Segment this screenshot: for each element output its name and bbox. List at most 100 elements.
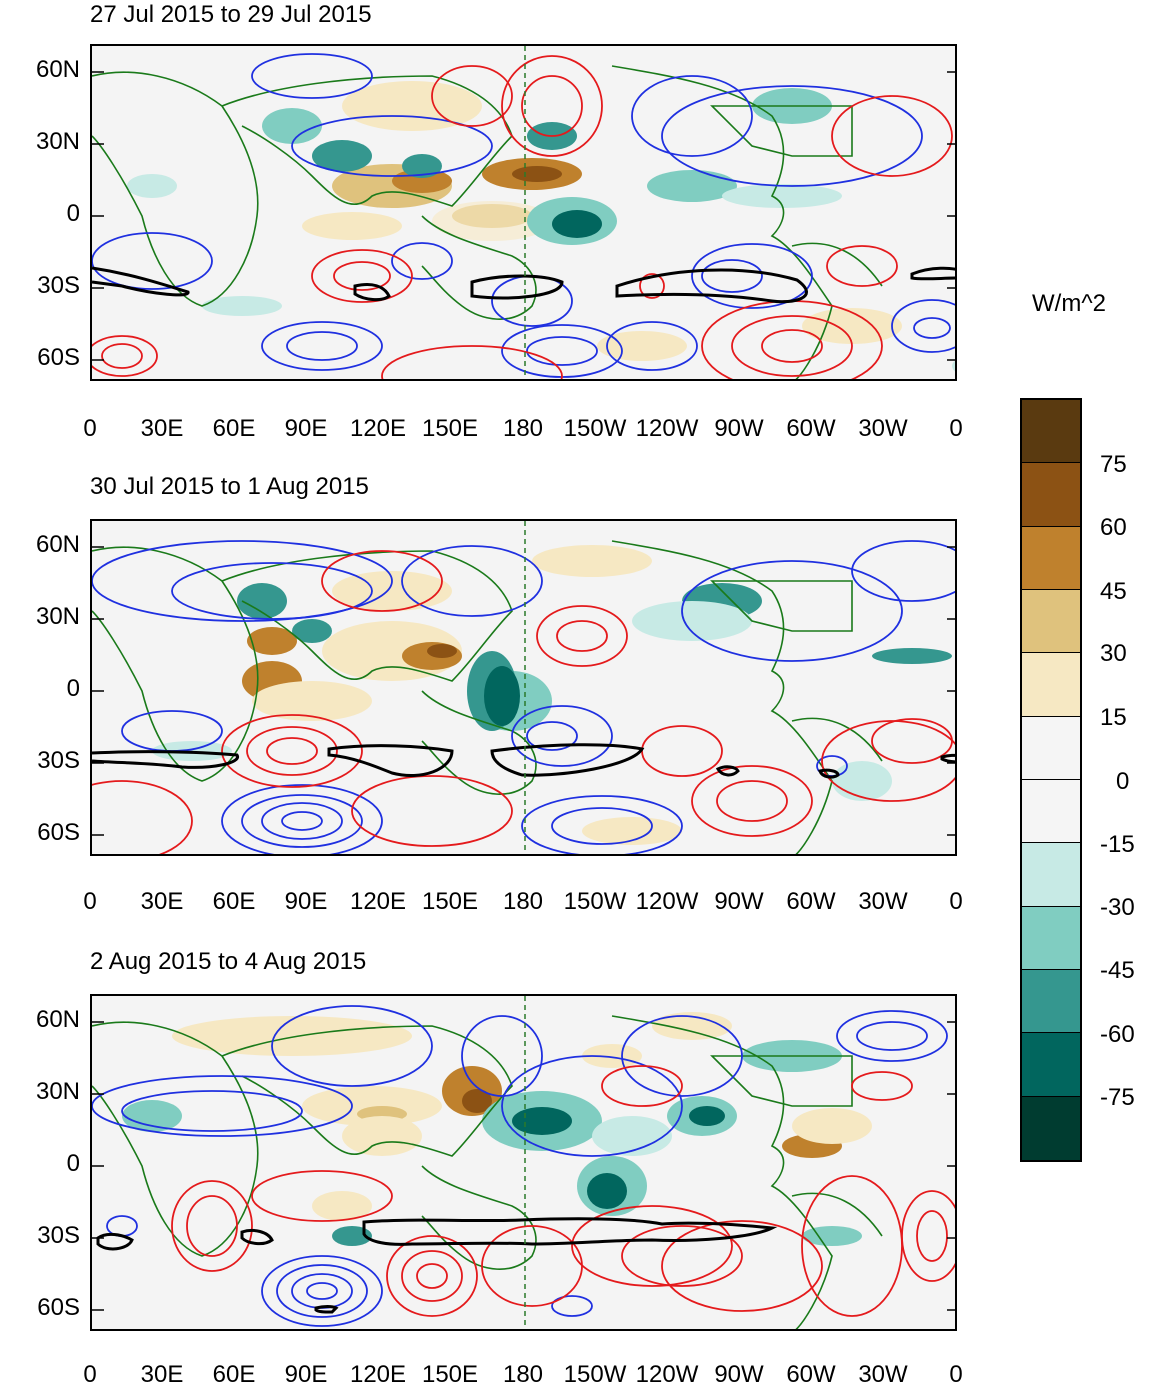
colorbar-label: -15 xyxy=(1100,831,1135,858)
panel-3-title: 2 Aug 2015 to 4 Aug 2015 xyxy=(90,948,367,975)
panel-2-xlabel: 120W xyxy=(635,888,699,915)
panel-1-xlabel: 120E xyxy=(349,415,407,442)
contours-zero xyxy=(96,1217,778,1314)
panel-1-xlabel: 30E xyxy=(140,415,184,442)
panel-3-xlabel: 60E xyxy=(212,1361,256,1388)
panel-3-xlabel: 30W xyxy=(858,1361,908,1388)
panel-1-xlabel: 90E xyxy=(284,415,328,442)
olr-shading xyxy=(122,1012,872,1246)
panel-2-xlabel: 180 xyxy=(502,888,544,915)
colorbar-label: 15 xyxy=(1100,704,1127,731)
colorbar-box xyxy=(1022,526,1080,590)
colorbar-label: -45 xyxy=(1100,957,1135,984)
tick-marks xyxy=(92,71,955,361)
panel-1-xlabel: 150W xyxy=(563,415,627,442)
colorbar-label: 0 xyxy=(1116,768,1130,795)
panel-3-xlabel: 180 xyxy=(502,1361,544,1388)
panel-2-ylabel: 30S xyxy=(37,747,80,774)
tick-marks xyxy=(92,546,955,836)
panel-3-xlabel: 0 xyxy=(949,1361,963,1388)
panel-1-title: 27 Jul 2015 to 29 Jul 2015 xyxy=(90,1,372,28)
panel-2-xlabel: 30E xyxy=(140,888,184,915)
colorbar-label: -60 xyxy=(1100,1021,1135,1048)
contours-positive xyxy=(92,550,955,854)
tick-marks xyxy=(92,1021,955,1311)
panel-1-xlabel: 0 xyxy=(83,415,97,442)
colorbar xyxy=(1020,398,1082,1162)
olr-shading xyxy=(127,81,955,372)
colorbar-box xyxy=(1022,653,1080,717)
panel-2-ylabel: 0 xyxy=(66,675,80,702)
panel-3-ylabel: 30S xyxy=(37,1222,80,1249)
panel-2-title: 30 Jul 2015 to 1 Aug 2015 xyxy=(90,473,369,500)
panel-2-ylabel: 60S xyxy=(37,819,80,846)
panel-2-xlabel: 150E xyxy=(421,888,479,915)
colorbar-label: 75 xyxy=(1100,451,1127,478)
panel-3-ylabel: 60N xyxy=(35,1006,80,1033)
panel-3-xlabel: 120W xyxy=(635,1361,699,1388)
panel-1-ylabel: 0 xyxy=(66,200,80,227)
colorbar-box xyxy=(1022,1096,1080,1160)
panel-2-xlabel: 90E xyxy=(284,888,328,915)
map-panel-2-plot xyxy=(92,521,955,854)
contours-positive xyxy=(92,55,953,379)
colorbar-label: 30 xyxy=(1100,640,1127,667)
colorbar-label: 45 xyxy=(1100,578,1127,605)
colorbar-box xyxy=(1022,906,1080,970)
contours-negative xyxy=(92,53,955,378)
panel-3-xlabel: 120E xyxy=(349,1361,407,1388)
panel-2-ylabel: 60N xyxy=(35,531,80,558)
panel-3-xlabel: 60W xyxy=(786,1361,836,1388)
panel-2-xlabel: 30W xyxy=(858,888,908,915)
panel-3-ylabel: 60S xyxy=(37,1294,80,1321)
panel-1-xlabel: 180 xyxy=(502,415,544,442)
panel-1-ylabel: 60S xyxy=(37,344,80,371)
contours-negative xyxy=(92,540,955,854)
colorbar-label: -75 xyxy=(1100,1084,1135,1111)
panel-1-ylabel: 60N xyxy=(35,56,80,83)
panel-2-xlabel: 60W xyxy=(786,888,836,915)
panel-3-xlabel: 0 xyxy=(83,1361,97,1388)
panel-1-xlabel: 60W xyxy=(786,415,836,442)
colorbar-box xyxy=(1022,590,1080,654)
map-panel-1 xyxy=(90,44,957,381)
contours-positive xyxy=(171,1065,955,1317)
colorbar-label: -30 xyxy=(1100,894,1135,921)
panel-3-xlabel: 90E xyxy=(284,1361,328,1388)
colorbar-box xyxy=(1022,716,1080,780)
panel-2-xlabel: 60E xyxy=(212,888,256,915)
panel-2-xlabel: 90W xyxy=(714,888,764,915)
contours-zero xyxy=(92,266,955,304)
colorbar-box xyxy=(1022,463,1080,527)
map-panel-2 xyxy=(90,519,957,856)
panel-1-ylabel: 30S xyxy=(37,272,80,299)
panel-2-xlabel: 150W xyxy=(563,888,627,915)
coastlines xyxy=(92,1015,883,1329)
map-panel-3 xyxy=(90,994,957,1331)
panel-1-xlabel: 90W xyxy=(714,415,764,442)
contours-zero xyxy=(92,743,955,779)
panel-2-xlabel: 0 xyxy=(83,888,97,915)
panel-2-xlabel: 120E xyxy=(349,888,407,915)
olr-shading xyxy=(152,545,952,845)
colorbar-box xyxy=(1022,970,1080,1034)
panel-3-xlabel: 150E xyxy=(421,1361,479,1388)
colorbar-box xyxy=(1022,1033,1080,1097)
panel-3-xlabel: 150W xyxy=(563,1361,627,1388)
panel-1-xlabel: 120W xyxy=(635,415,699,442)
coastlines xyxy=(92,540,883,854)
colorbar-box xyxy=(1022,843,1080,907)
panel-1-xlabel: 0 xyxy=(949,415,963,442)
panel-3-xlabel: 30E xyxy=(140,1361,184,1388)
colorbar-units: W/m^2 xyxy=(1032,290,1106,317)
panel-3-xlabel: 90W xyxy=(714,1361,764,1388)
panel-3-ylabel: 0 xyxy=(66,1150,80,1177)
panel-1-xlabel: 150E xyxy=(421,415,479,442)
map-panel-3-plot xyxy=(92,996,955,1329)
map-panel-1-plot xyxy=(92,46,955,379)
panel-1-xlabel: 60E xyxy=(212,415,256,442)
panel-3-ylabel: 30N xyxy=(35,1078,80,1105)
colorbar-box xyxy=(1022,780,1080,844)
panel-1-xlabel: 30W xyxy=(858,415,908,442)
panel-1-ylabel: 30N xyxy=(35,128,80,155)
